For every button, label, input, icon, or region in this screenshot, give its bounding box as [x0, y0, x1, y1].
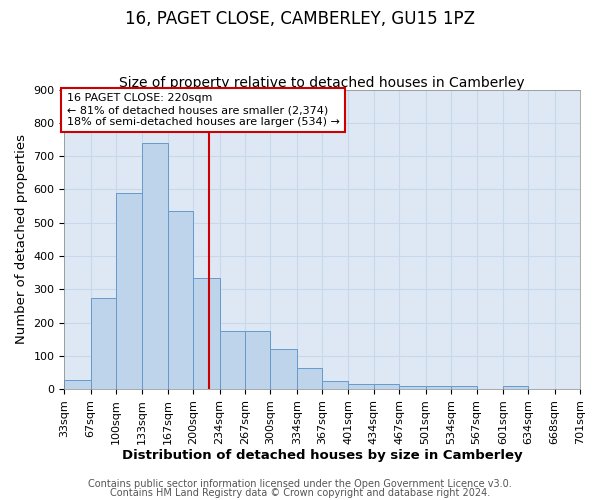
Bar: [297, 368, 322, 389]
Bar: [245, 331, 271, 389]
Bar: [168, 211, 193, 389]
Bar: [271, 350, 297, 389]
Bar: [451, 386, 476, 389]
Bar: [400, 386, 425, 389]
Bar: [193, 278, 220, 389]
Text: Contains public sector information licensed under the Open Government Licence v3: Contains public sector information licen…: [88, 479, 512, 489]
Text: 16 PAGET CLOSE: 220sqm
← 81% of detached houses are smaller (2,374)
18% of semi-: 16 PAGET CLOSE: 220sqm ← 81% of detached…: [67, 94, 340, 126]
Bar: [116, 192, 142, 389]
Bar: [374, 384, 400, 389]
Bar: [142, 143, 168, 389]
Bar: [425, 386, 451, 389]
Bar: [322, 381, 349, 389]
Bar: [503, 386, 528, 389]
Bar: [349, 384, 374, 389]
Text: Contains HM Land Registry data © Crown copyright and database right 2024.: Contains HM Land Registry data © Crown c…: [110, 488, 490, 498]
Text: 16, PAGET CLOSE, CAMBERLEY, GU15 1PZ: 16, PAGET CLOSE, CAMBERLEY, GU15 1PZ: [125, 10, 475, 28]
Title: Size of property relative to detached houses in Camberley: Size of property relative to detached ho…: [119, 76, 525, 90]
Bar: [91, 298, 116, 389]
Y-axis label: Number of detached properties: Number of detached properties: [15, 134, 28, 344]
Bar: [64, 380, 91, 389]
Bar: [220, 331, 245, 389]
X-axis label: Distribution of detached houses by size in Camberley: Distribution of detached houses by size …: [122, 450, 523, 462]
